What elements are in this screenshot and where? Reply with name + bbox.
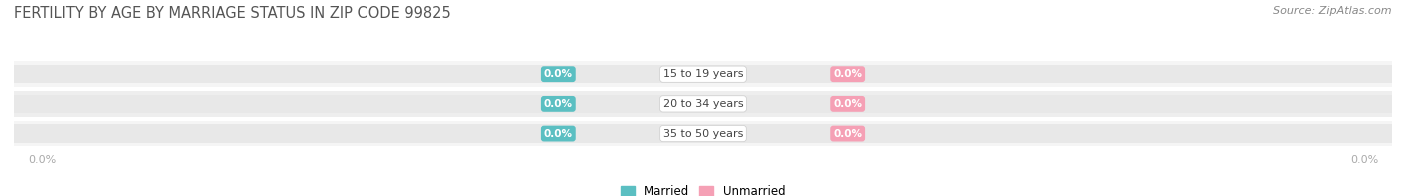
Legend: Married, Unmarried: Married, Unmarried bbox=[620, 185, 786, 196]
Text: 0.0%: 0.0% bbox=[28, 155, 56, 165]
Bar bbox=[14, 65, 1392, 83]
Bar bbox=[14, 61, 1392, 87]
Text: 15 to 19 years: 15 to 19 years bbox=[662, 69, 744, 79]
Bar bbox=[14, 95, 1392, 113]
Text: 0.0%: 0.0% bbox=[834, 99, 862, 109]
Text: 0.0%: 0.0% bbox=[834, 129, 862, 139]
Bar bbox=[14, 124, 1392, 143]
Text: 0.0%: 0.0% bbox=[1350, 155, 1378, 165]
Text: Source: ZipAtlas.com: Source: ZipAtlas.com bbox=[1274, 6, 1392, 16]
Text: 0.0%: 0.0% bbox=[544, 69, 572, 79]
Text: 0.0%: 0.0% bbox=[544, 129, 572, 139]
Text: 20 to 34 years: 20 to 34 years bbox=[662, 99, 744, 109]
Text: FERTILITY BY AGE BY MARRIAGE STATUS IN ZIP CODE 99825: FERTILITY BY AGE BY MARRIAGE STATUS IN Z… bbox=[14, 6, 451, 21]
Text: 35 to 50 years: 35 to 50 years bbox=[662, 129, 744, 139]
Text: 0.0%: 0.0% bbox=[834, 69, 862, 79]
Bar bbox=[14, 91, 1392, 117]
Text: 0.0%: 0.0% bbox=[544, 99, 572, 109]
Bar bbox=[14, 121, 1392, 146]
